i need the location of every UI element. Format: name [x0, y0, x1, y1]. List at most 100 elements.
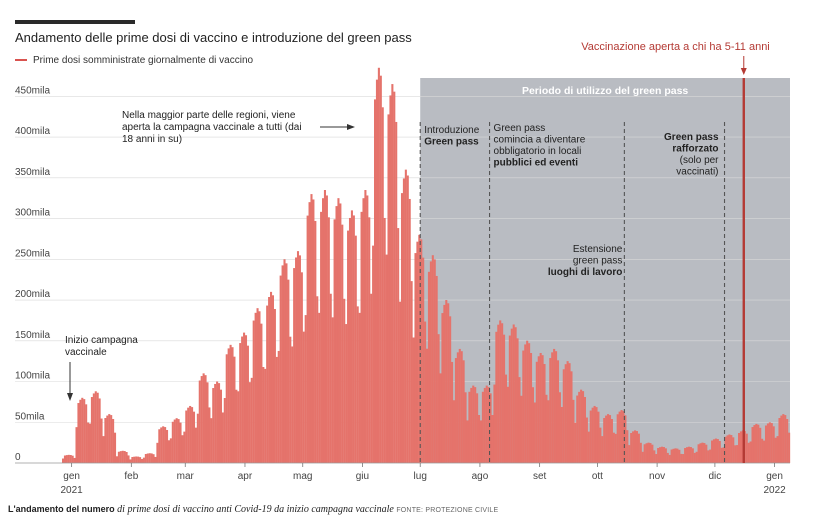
bar [479, 420, 483, 463]
bar [150, 453, 153, 463]
bar [768, 422, 771, 463]
x-tick-label: gen [766, 471, 783, 482]
bar [258, 311, 261, 463]
bar [564, 364, 567, 463]
bar [766, 423, 769, 463]
bar [112, 418, 115, 463]
y-tick-label: 350mila [15, 167, 50, 178]
bar [764, 425, 768, 463]
caption-bold: L'andamento del numero [8, 504, 115, 514]
bar [620, 410, 623, 463]
bar [352, 215, 355, 463]
bar [437, 334, 440, 463]
bar [62, 458, 65, 463]
bar [110, 415, 113, 463]
bar [643, 444, 646, 463]
bar [379, 75, 382, 463]
bar [146, 453, 149, 463]
bar [221, 412, 224, 463]
bar [156, 442, 159, 463]
bar [241, 336, 244, 463]
bar [296, 251, 300, 463]
bar [454, 358, 457, 463]
bar [634, 430, 637, 463]
bar [397, 228, 400, 463]
bar [445, 300, 448, 463]
bar [651, 444, 654, 463]
bar [601, 436, 604, 463]
bar [219, 389, 223, 463]
bar [108, 414, 111, 463]
bar [374, 99, 377, 463]
bar [788, 432, 791, 463]
bar [774, 437, 777, 463]
bar [196, 413, 199, 463]
bar [703, 443, 706, 463]
bar [555, 351, 558, 463]
bar [612, 432, 615, 463]
bar [753, 425, 756, 463]
bar [693, 452, 696, 463]
bar [501, 323, 504, 463]
bar [85, 404, 88, 463]
bar [427, 271, 431, 463]
bar [705, 444, 708, 463]
bar [522, 350, 525, 463]
bar [628, 445, 631, 463]
bar [732, 437, 735, 463]
bar [387, 114, 390, 463]
y-tick-label: 100mila [15, 371, 50, 382]
bar [125, 451, 128, 463]
bar [734, 445, 737, 463]
chart-area: 0 50mila 100mila 150mila 200mila 250mila 300mi… [15, 41, 791, 496]
bar [499, 320, 502, 463]
bar [275, 356, 278, 463]
bar [487, 387, 490, 463]
bar [686, 447, 689, 463]
bar [279, 275, 282, 463]
bar [697, 444, 700, 463]
bar [745, 433, 748, 463]
caption-source: FONTE: PROTEZIONE CIVILE [396, 507, 499, 514]
bar [508, 335, 511, 463]
bar [528, 343, 531, 463]
bar [385, 254, 388, 463]
bar [218, 383, 221, 463]
x-tick-label: gen [63, 471, 80, 482]
bar [738, 433, 741, 463]
bar [281, 265, 284, 463]
bar [69, 455, 72, 463]
bar [570, 371, 573, 463]
bar [624, 415, 627, 463]
marker-annotation-line: obbligatorio in locali [494, 146, 582, 157]
bar [709, 449, 712, 463]
bar [670, 449, 673, 463]
bar [104, 418, 107, 463]
bar [485, 385, 488, 463]
bar [593, 405, 596, 463]
bar [784, 415, 787, 463]
bar [755, 423, 758, 463]
bar [139, 457, 142, 463]
bar [291, 346, 294, 463]
bar [152, 454, 155, 463]
bar [393, 91, 396, 463]
y-tick-label: 0 [15, 452, 21, 463]
bar [348, 217, 352, 463]
bar [339, 203, 342, 463]
bar [75, 427, 78, 463]
bar [531, 387, 535, 463]
bar [647, 442, 650, 463]
bar [497, 324, 500, 463]
bar [449, 316, 452, 463]
bar [451, 361, 454, 463]
bar [701, 442, 704, 463]
bar [622, 411, 625, 463]
chart-title: Andamento delle prime dosi di vaccino e … [15, 30, 412, 45]
bar [662, 447, 665, 463]
bar [235, 389, 238, 463]
bar [456, 352, 459, 463]
bar [67, 454, 70, 463]
bar [183, 431, 186, 463]
bar [759, 427, 762, 463]
